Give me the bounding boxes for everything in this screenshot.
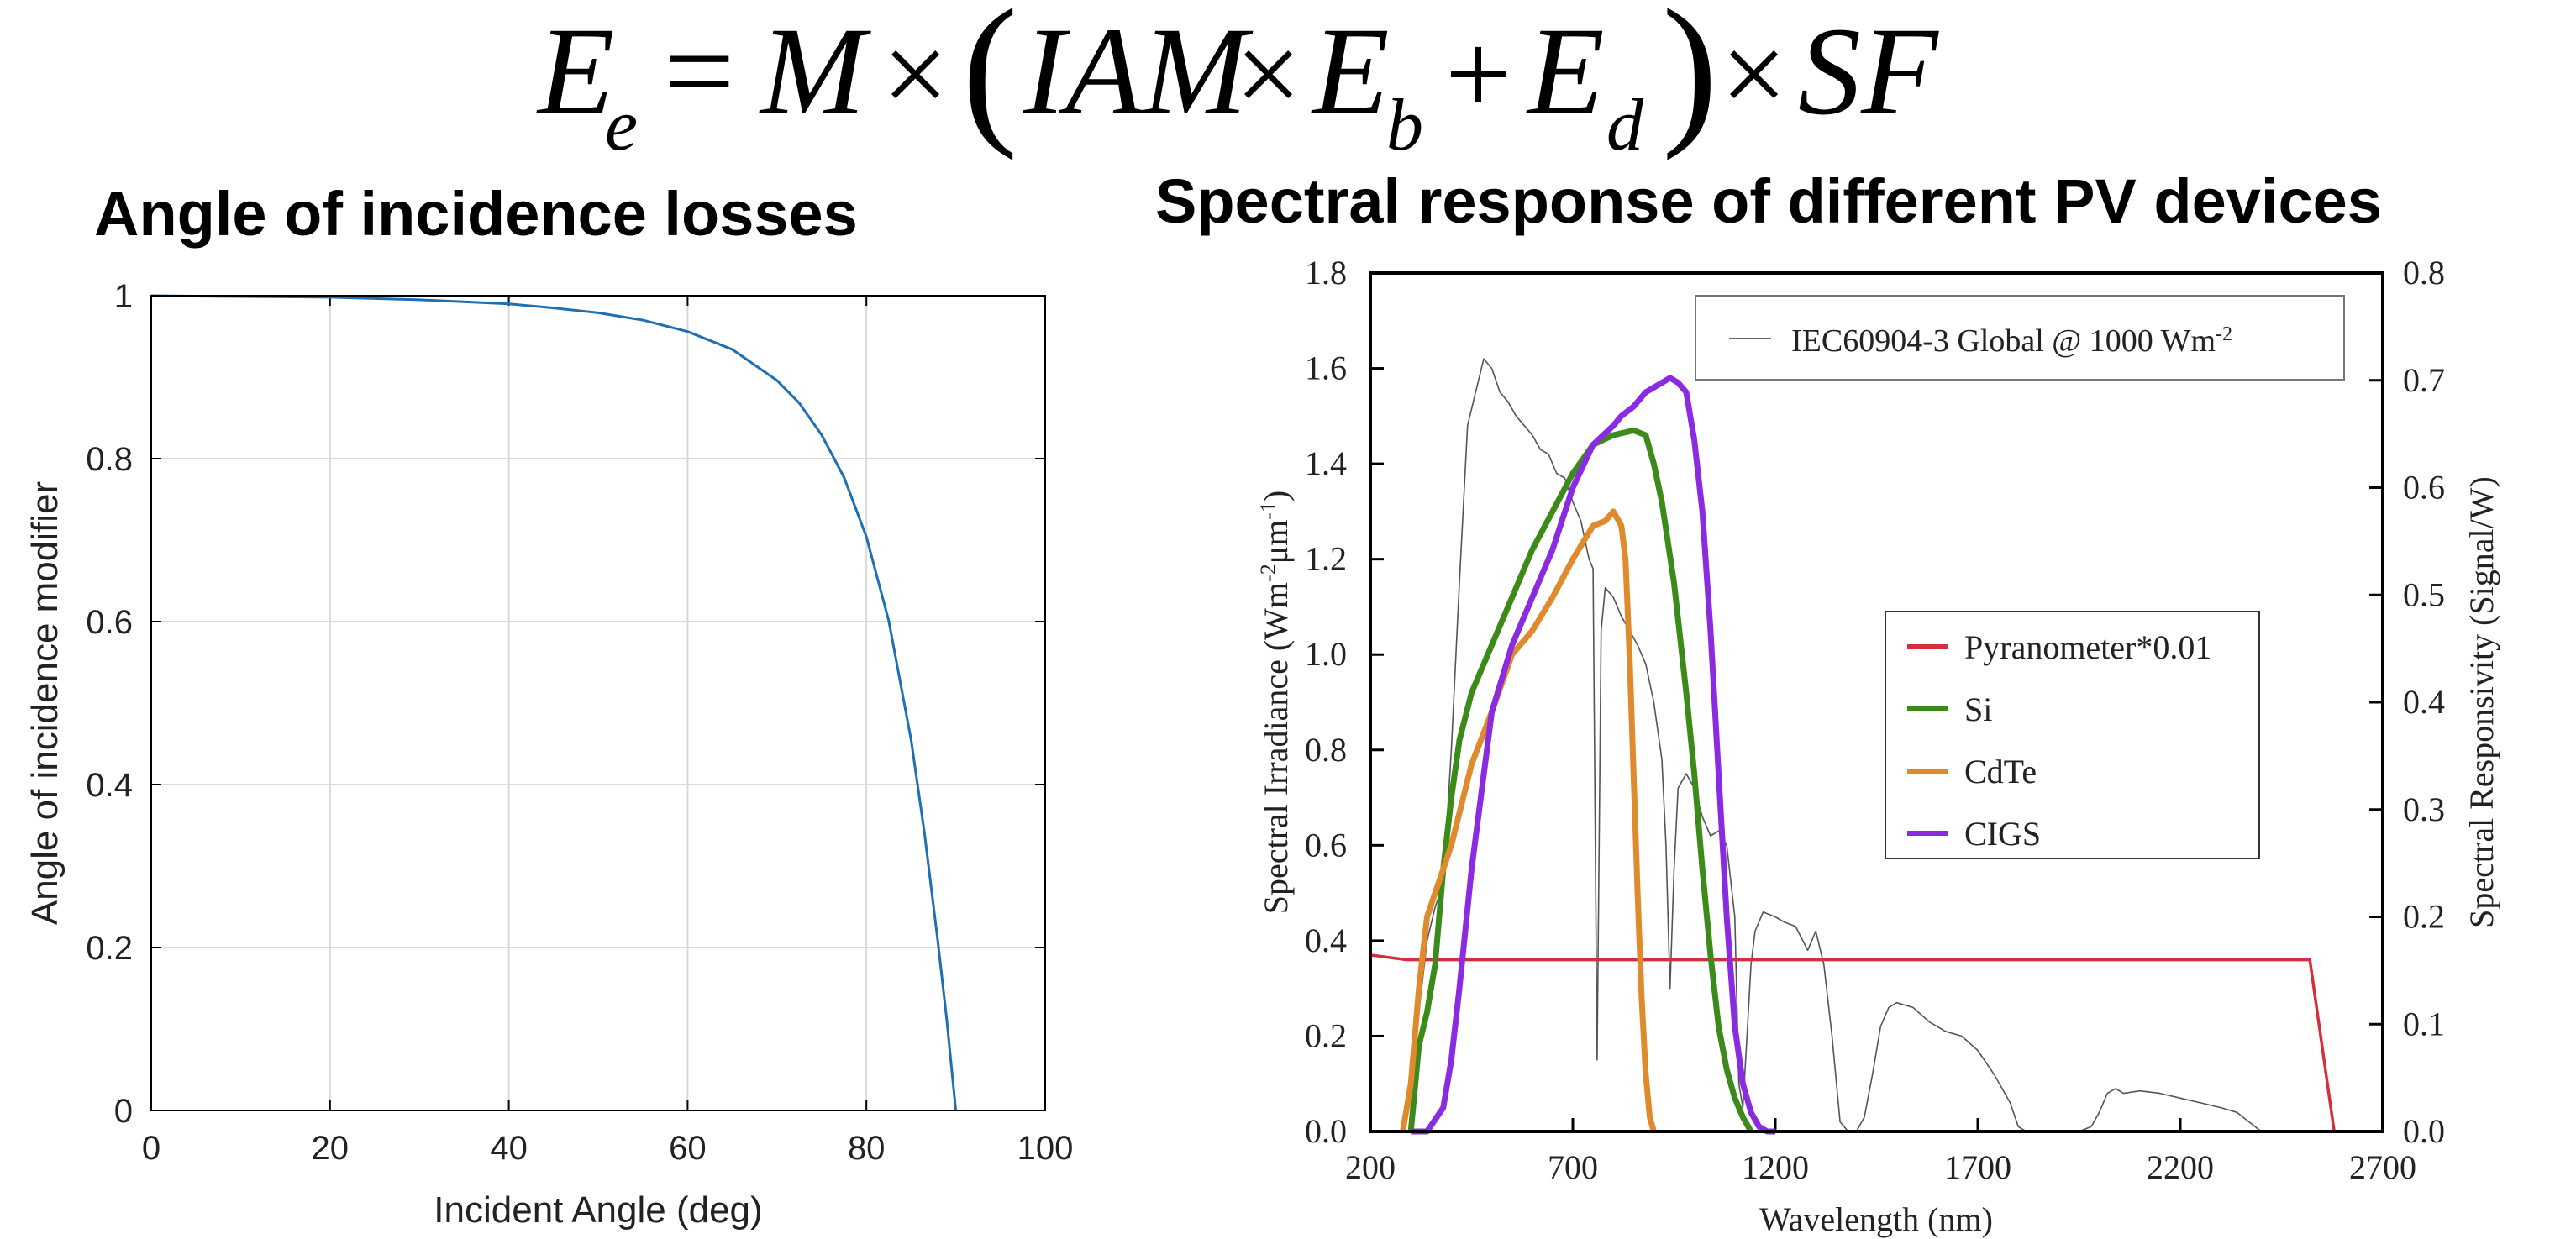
spectral-y-right-axis-label: Spectral Responsivity (Signal/W) <box>2463 476 2500 928</box>
left-heading: Angle of incidence losses <box>94 179 858 249</box>
spectral-y-right-tick-label: 0.3 <box>2403 790 2445 828</box>
spectral-chart: 200 700 1200 1700 2200 27000.00.20.40.60.81.0… <box>1256 254 2501 1238</box>
spectral-y-tick-label: 0.6 <box>1305 826 1347 864</box>
aoi-x-tick-label: 60 <box>669 1130 707 1167</box>
eq-plus: + <box>1445 9 1511 139</box>
spectral-x-tick-label: 1200 <box>1742 1148 1809 1186</box>
spectral-frame <box>1369 271 2384 1133</box>
spectral-y-tick-label: 1.2 <box>1305 540 1347 578</box>
equation: E e = M × ( IAM × E b + E d ) × SF <box>536 0 1939 166</box>
eq-times-3: × <box>1721 9 1787 139</box>
eq-E-d: E <box>1526 2 1605 141</box>
eq-IAM: IAM <box>1023 2 1254 141</box>
spectral-y-right-tick-label: 0.8 <box>2403 254 2445 291</box>
eq-times-1: × <box>882 9 949 139</box>
aoi-curve <box>150 294 958 1111</box>
aoi-x-tick-label: 100 <box>1017 1130 1074 1167</box>
spectral-y-tick-label: 1.0 <box>1305 635 1347 673</box>
spectral-x-tick-label: 2700 <box>2349 1148 2416 1186</box>
spectral-y-tick-label: 1.8 <box>1305 254 1347 291</box>
spectrum-legend-label: IEC60904-3 Global @ 1000 Wm-2 <box>1791 323 2232 359</box>
spectral-y-right-tick-label: 0.7 <box>2403 361 2445 399</box>
spectral-x-tick-label: 2200 <box>2147 1148 2214 1186</box>
cdte-line <box>1400 508 1657 1132</box>
eq-E-b: E <box>1311 2 1390 141</box>
aoi-y-tick-label: 0.8 <box>86 441 133 478</box>
aoi-x-tick-label: 20 <box>312 1130 350 1167</box>
eq-rparen: ) <box>1662 0 1718 161</box>
spectral-y-tick-label: 1.4 <box>1305 444 1347 482</box>
spectral-y-right-tick-label: 0.2 <box>2403 898 2445 936</box>
aoi-x-tick-label: 40 <box>490 1130 528 1167</box>
spectral-y-right-tick-label: 0.4 <box>2403 683 2445 721</box>
spectral-y-tick-label: 0.0 <box>1305 1112 1347 1150</box>
cigs-line <box>1411 375 1775 1135</box>
right-heading: Spectral response of different PV device… <box>1155 166 2382 236</box>
aoi-chart: 0 20 40 60 80 100 0 0.2 0.4 0.6 0.8 1 Incident Angl… <box>24 278 1073 1231</box>
si-line <box>1407 427 1754 1133</box>
spectral-ticks: 200 700 1200 1700 2200 27000.00.20.40.60.81.0… <box>1305 254 2445 1186</box>
aoi-y-tick-label: 0.2 <box>86 930 133 967</box>
pyranometer-line <box>1369 953 2336 1132</box>
eq-E-e-sub: e <box>605 85 638 166</box>
aoi-x-tick-label: 80 <box>848 1130 886 1167</box>
aoi-y-tick-label: 1 <box>114 278 133 315</box>
eq-equals: = <box>664 2 735 141</box>
spectral-y-tick-label: 0.2 <box>1305 1016 1347 1054</box>
spectral-y-tick-label: 1.6 <box>1305 349 1347 387</box>
spectral-y-right-tick-label: 0.1 <box>2403 1005 2445 1042</box>
aoi-y-tick-label: 0.4 <box>86 767 133 804</box>
device-legend-label: Si <box>1964 690 1992 728</box>
spectral-x-tick-label: 1700 <box>1944 1148 2011 1186</box>
eq-times-2: × <box>1235 9 1301 139</box>
eq-E-e: E <box>536 2 615 141</box>
spectral-y-tick-label: 0.4 <box>1305 921 1347 959</box>
spectral-x-tick-label: 200 <box>1345 1148 1396 1186</box>
aoi-y-axis-label: Angle of incidence modifier <box>24 481 66 925</box>
aoi-frame <box>150 295 1046 1111</box>
device-legend-items: Pyranometer*0.01 Si CdTe CIGS <box>1907 628 2211 853</box>
spectrum-legend: IEC60904-3 Global @ 1000 Wm-2 <box>1695 295 2345 381</box>
eq-lparen: ( <box>962 0 1018 161</box>
device-legend-label: CdTe <box>1964 753 2037 790</box>
spectral-y-axis-label: Spectral Irradiance (Wm-2μm-1) <box>1256 491 1296 915</box>
spectral-x-tick-label: 700 <box>1548 1148 1598 1186</box>
eq-SF: SF <box>1798 2 1939 141</box>
spectral-y-tick-label: 0.8 <box>1305 731 1347 769</box>
eq-E-d-sub: d <box>1606 85 1644 166</box>
spectral-x-axis-label: Wavelength (nm) <box>1759 1200 1993 1238</box>
device-legend-label: Pyranometer*0.01 <box>1964 628 2211 666</box>
aoi-x-axis-label: Incident Angle (deg) <box>434 1189 762 1231</box>
spectrum-legend-box <box>1695 295 2345 381</box>
eq-M: M <box>759 2 871 141</box>
device-legend-box <box>1885 611 2260 859</box>
aoi-plot-area <box>151 296 1045 1110</box>
device-legend-label: CIGS <box>1964 815 2041 853</box>
spectral-lines <box>1369 358 2336 1135</box>
aoi-y-tick-label: 0.6 <box>86 604 133 641</box>
spectral-y-right-tick-label: 0.5 <box>2403 575 2445 613</box>
spectral-y-right-tick-label: 0.6 <box>2403 469 2445 507</box>
spectral-y-right-tick-label: 0.0 <box>2403 1112 2445 1150</box>
aoi-y-tick-label: 0 <box>114 1093 133 1130</box>
aoi-x-tick-label: 0 <box>142 1130 160 1167</box>
device-legend: Pyranometer*0.01 Si CdTe CIGS <box>1885 611 2260 859</box>
eq-E-b-sub: b <box>1386 85 1423 166</box>
